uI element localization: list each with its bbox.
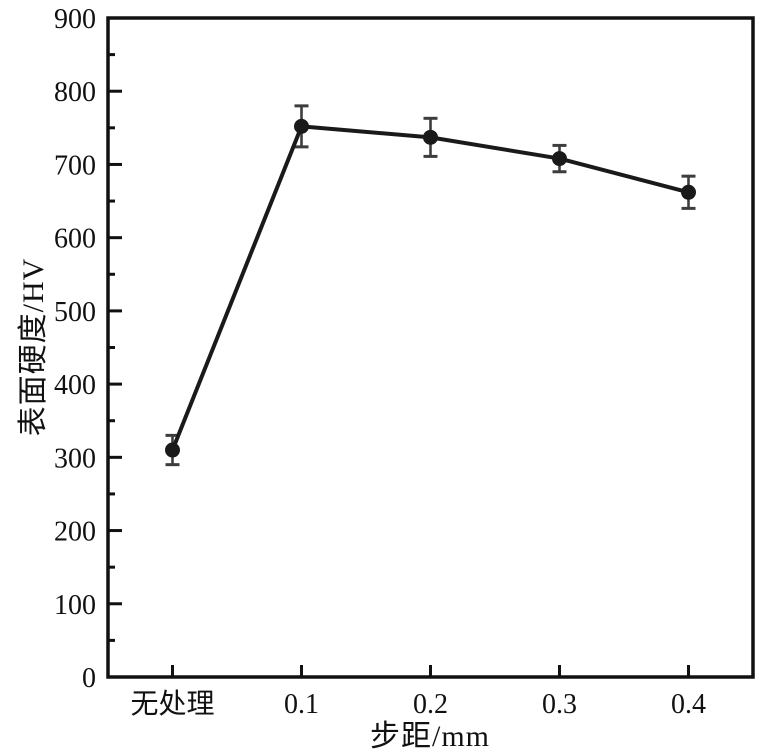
- y-tick-label: 0: [82, 663, 96, 694]
- x-tick-label: 无处理: [130, 688, 214, 720]
- y-tick-label: 800: [54, 77, 96, 108]
- data-point-marker: [165, 442, 180, 458]
- y-tick-label: 500: [54, 297, 96, 328]
- x-tick-label: 0.1: [284, 689, 319, 720]
- y-tick-label: 600: [54, 224, 96, 255]
- data-point-marker: [681, 184, 696, 200]
- data-point-marker: [294, 118, 309, 134]
- data-point-marker: [552, 151, 567, 167]
- x-axis-title: 步距/mm: [369, 720, 491, 753]
- y-tick-label: 900: [54, 4, 96, 35]
- y-tick-label: 200: [54, 517, 96, 548]
- data-point-marker: [423, 129, 438, 145]
- x-tick-label: 0.4: [671, 689, 706, 720]
- data-line: [170, 124, 690, 451]
- x-tick-label: 0.2: [413, 689, 448, 720]
- y-tick-label: 300: [54, 443, 96, 474]
- y-tick-label: 700: [54, 150, 96, 181]
- y-tick-label: 400: [54, 370, 96, 401]
- x-tick-label: 0.3: [542, 689, 577, 720]
- y-tick-label: 100: [54, 590, 96, 621]
- y-axis-title: 表面硬度/HV: [17, 257, 50, 437]
